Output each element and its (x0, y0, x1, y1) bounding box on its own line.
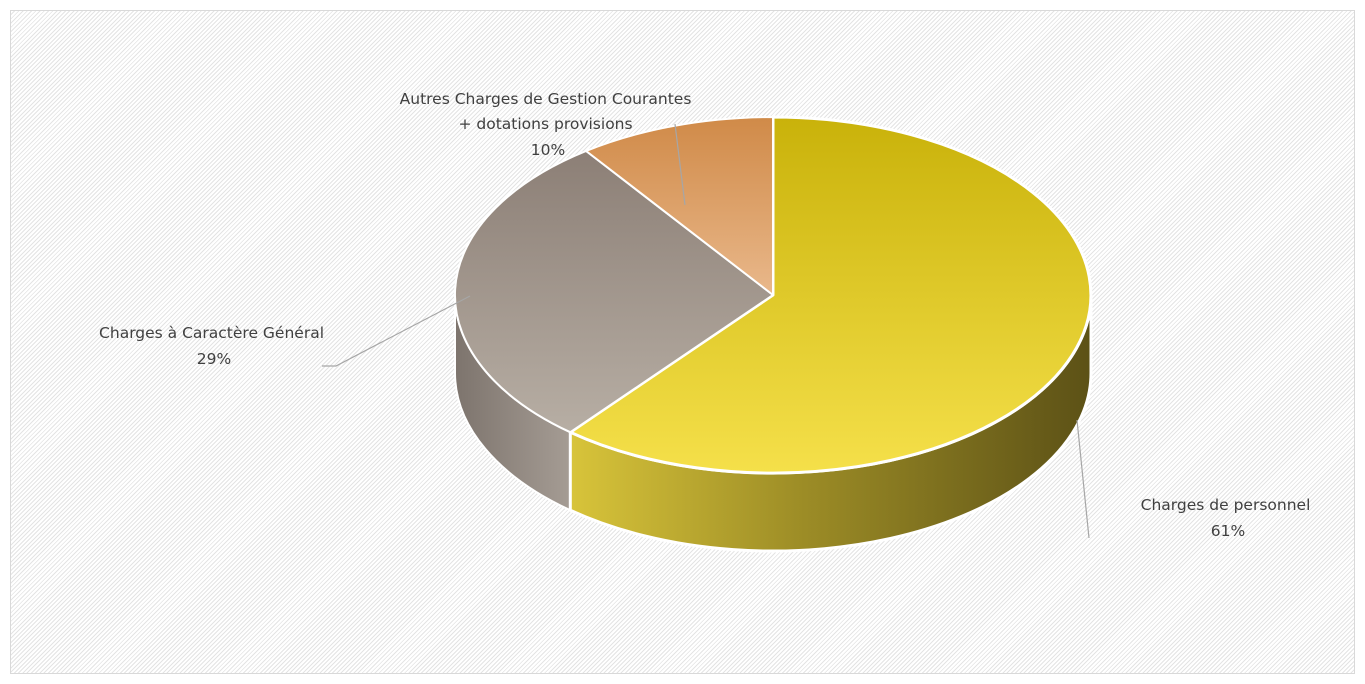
label-autres-charges-percent: 10% (531, 141, 565, 159)
label-charges-de-personnel-name: Charges de personnel (1141, 496, 1311, 514)
label-charges-a-caractere-general-percent: 29% (197, 350, 231, 368)
data-labels: Autres Charges de Gestion Courantes + do… (99, 90, 1316, 540)
slice-charges-de-personnel (568, 115, 1093, 475)
leader-line-charges-a-caractere-general (322, 295, 471, 367)
label-charges-de-personnel: Charges de personnel 61% (1141, 496, 1316, 540)
label-autres-charges: Autres Charges de Gestion Courantes + do… (400, 90, 697, 159)
label-charges-a-caractere-general-name: Charges à Caractère Général (99, 324, 324, 342)
label-charges-de-personnel-percent: 61% (1211, 522, 1245, 540)
leader-lines (322, 123, 1090, 539)
label-autres-charges-line-2: + dotations provisions (458, 115, 632, 133)
label-charges-a-caractere-general: Charges à Caractère Général 29% (99, 324, 329, 368)
label-autres-charges-line-1: Autres Charges de Gestion Courantes (400, 90, 692, 108)
leader-line-autres-charges (674, 123, 686, 206)
slice-charges-a-caractere-general (453, 150, 774, 434)
leader-line-charges-de-personnel (1076, 419, 1090, 539)
pie-tops (453, 115, 1093, 475)
